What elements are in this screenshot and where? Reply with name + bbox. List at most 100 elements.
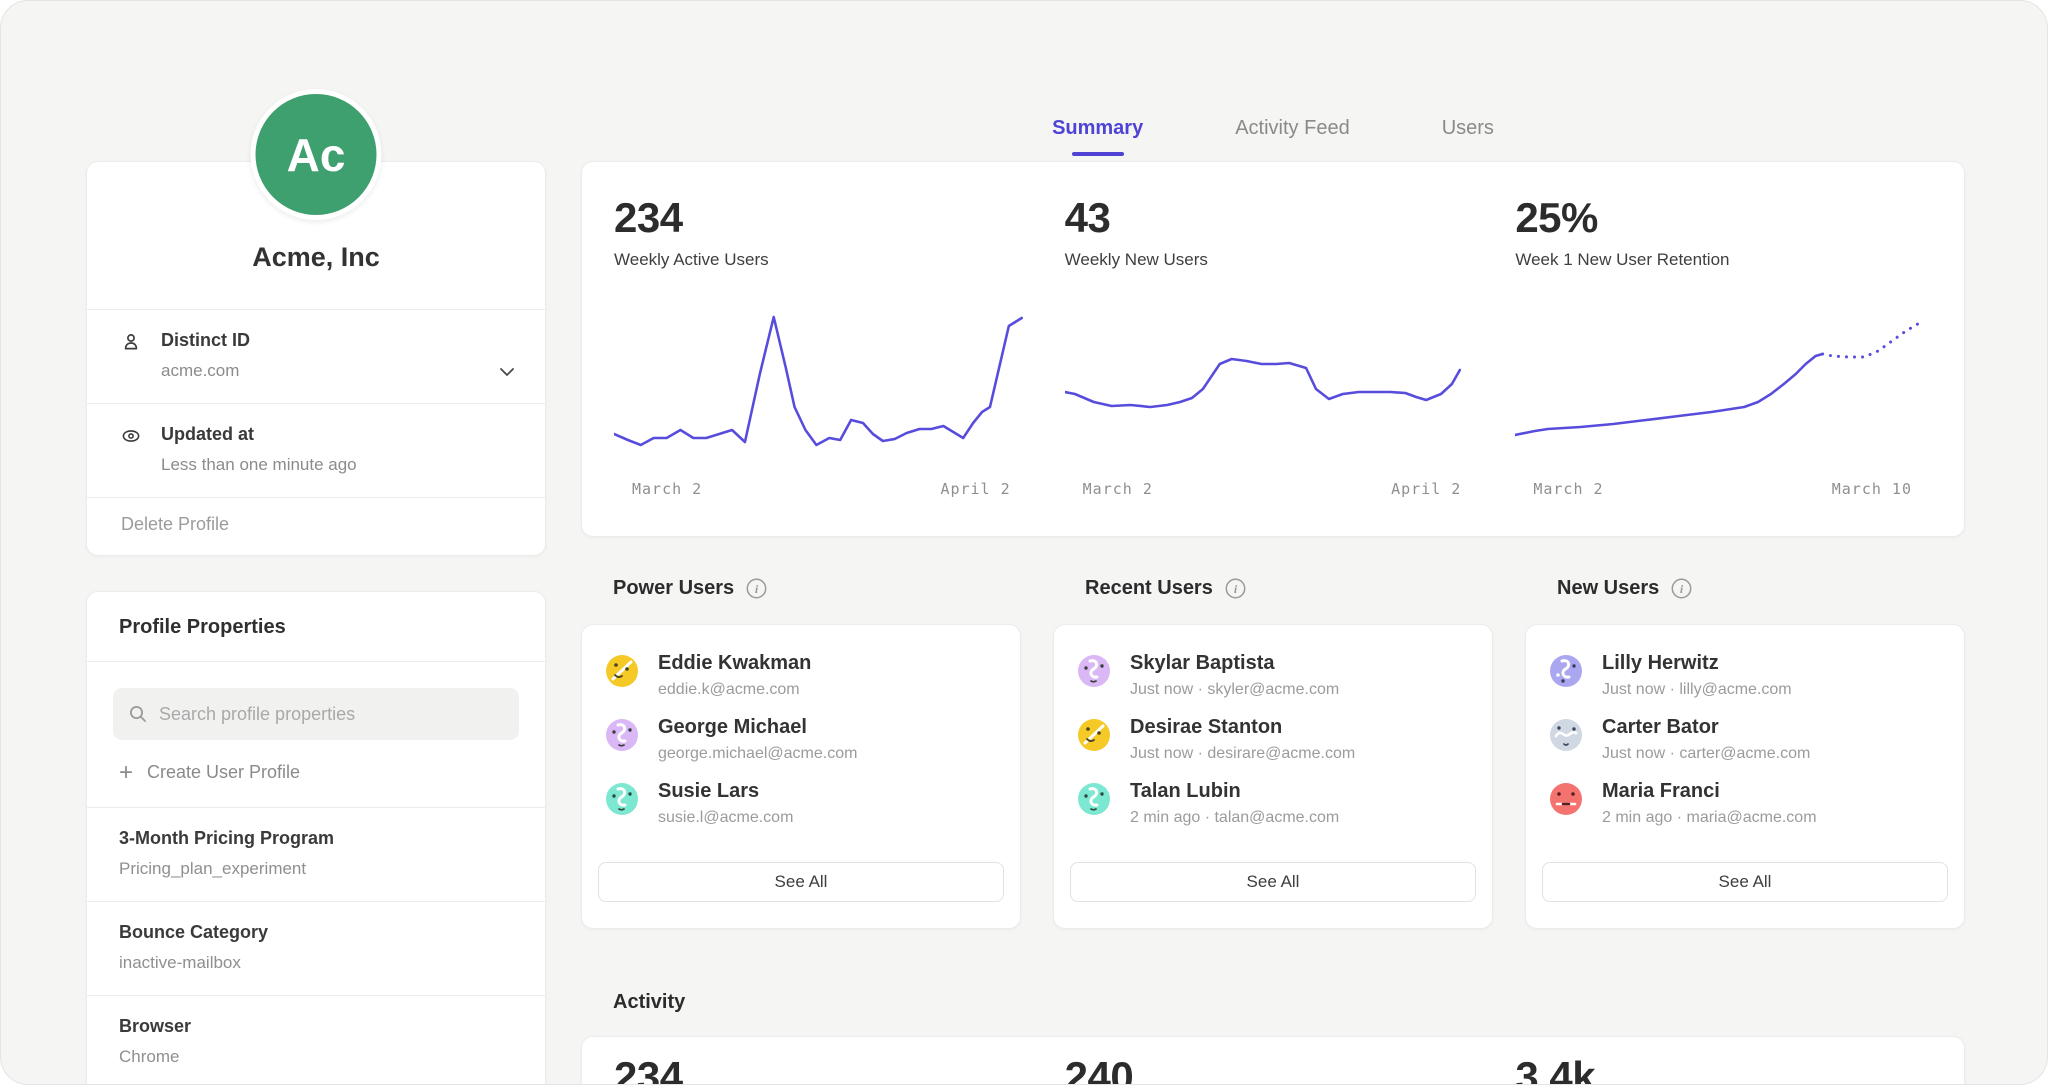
create-user-profile-label: Create User Profile: [147, 762, 301, 782]
power-users-card: Eddie Kwakman eddie.k@acme.com: [581, 624, 1021, 929]
user-avatar: [1550, 655, 1582, 687]
power-users-title: Power Users: [613, 577, 735, 599]
chevron-down-icon[interactable]: [499, 367, 515, 377]
company-avatar: Ac: [250, 89, 382, 220]
activity-stats-card: 234 240 3.4k: [581, 1036, 1965, 1085]
user-meta: Just now · skyler@acme.com: [1130, 681, 1340, 698]
property-row[interactable]: Browser Chrome: [87, 995, 545, 1084]
person-icon: [124, 334, 138, 350]
property-row[interactable]: 3-Month Pricing Program Pricing_plan_exp…: [87, 807, 545, 901]
stat-weekly-active-users: 234 Weekly Active Users March 2 April 2: [614, 194, 1031, 504]
user-avatar: [606, 719, 638, 751]
field-value: Less than one minute ago: [161, 455, 357, 474]
user-row[interactable]: Lilly Herwitz Just now · lilly@acme.com: [1550, 652, 1940, 699]
delete-profile-button[interactable]: Delete Profile: [87, 497, 545, 555]
stat-week1-retention: 25% Week 1 New User Retention March 2 Ma…: [1515, 194, 1932, 504]
see-all-button[interactable]: See All: [598, 862, 1004, 902]
stat-weekly-new-users: 43 Weekly New Users March 2 April 2: [1064, 194, 1482, 504]
user-row[interactable]: Carter Bator Just now · carter@acme.com: [1550, 716, 1940, 763]
property-value: inactive-mailbox: [119, 953, 241, 972]
weekly-active-users-chart: [614, 315, 1024, 447]
new-users-title: New Users: [1557, 577, 1660, 599]
stat-label: Weekly New Users: [1064, 250, 1208, 269]
user-avatar: [1550, 783, 1582, 815]
search-icon: [130, 706, 146, 722]
activity-stat-value: 3.4k: [1515, 1053, 1596, 1085]
stat-value: 234: [614, 194, 683, 241]
tab-summary[interactable]: Summary: [1052, 117, 1143, 154]
user-name: Talan Lubin: [1130, 780, 1241, 802]
user-avatar: [1550, 719, 1582, 751]
user-sections: Power Users i: [581, 577, 1965, 929]
user-name: Maria Franci: [1602, 780, 1720, 802]
user-meta: 2 min ago · talan@acme.com: [1130, 809, 1340, 826]
user-avatar: [606, 655, 638, 687]
user-email: susie.l@acme.com: [658, 809, 794, 826]
summary-stats-card: 234 Weekly Active Users March 2 April 2 …: [581, 161, 1965, 537]
x-axis-label-end: March 10: [1831, 480, 1912, 498]
stat-value: 43: [1064, 194, 1111, 241]
create-user-profile-button[interactable]: + Create User Profile: [119, 758, 301, 786]
user-meta: 2 min ago · maria@acme.com: [1602, 809, 1817, 826]
company-name: Acme, Inc: [252, 242, 380, 272]
user-name: Skylar Baptista: [1130, 652, 1275, 674]
flat-face-icon: [1555, 792, 1577, 806]
user-row[interactable]: Desirae Stanton Just now · desirare@acme…: [1078, 716, 1468, 763]
see-all-button[interactable]: See All: [1070, 862, 1476, 902]
power-users-section: Power Users i: [581, 577, 1021, 929]
user-row[interactable]: George Michael george.michael@acme.com: [606, 716, 996, 763]
user-name: George Michael: [658, 716, 807, 738]
info-icon[interactable]: i: [1225, 578, 1246, 599]
activity-stat-value: 234: [614, 1053, 683, 1085]
user-email: eddie.k@acme.com: [658, 681, 800, 698]
property-row[interactable]: Bounce Category inactive-mailbox: [87, 901, 545, 995]
plus-icon: +: [119, 758, 134, 786]
user-avatar: [1078, 783, 1110, 815]
info-icon[interactable]: i: [746, 578, 767, 599]
user-avatar: [606, 783, 638, 815]
user-row[interactable]: Talan Lubin 2 min ago · talan@acme.com: [1078, 780, 1468, 827]
user-row[interactable]: Susie Lars susie.l@acme.com: [606, 780, 996, 827]
see-all-button[interactable]: See All: [1542, 862, 1948, 902]
user-avatar: [1078, 655, 1110, 687]
squiggle-face-icon: [612, 787, 632, 811]
week1-retention-chart: [1515, 322, 1920, 437]
curl-face-icon: [1556, 659, 1576, 683]
property-value: Pricing_plan_experiment: [119, 859, 307, 878]
user-name: Susie Lars: [658, 780, 760, 802]
user-name: Lilly Herwitz: [1602, 652, 1719, 674]
profile-properties-title: Profile Properties: [87, 592, 545, 662]
property-name: Browser: [119, 1016, 192, 1036]
user-row[interactable]: Maria Franci 2 min ago · maria@acme.com: [1550, 780, 1940, 827]
user-meta: Just now · desirare@acme.com: [1130, 745, 1356, 762]
property-name: Bounce Category: [119, 922, 269, 942]
info-icon[interactable]: i: [1671, 578, 1692, 599]
user-row[interactable]: Skylar Baptista Just now · skyler@acme.c…: [1078, 652, 1468, 699]
x-axis-label-start: March 2: [1082, 480, 1153, 498]
squiggle-face-icon: [1084, 787, 1104, 811]
search-input[interactable]: [159, 703, 503, 725]
new-users-section: New Users i: [1525, 577, 1965, 929]
user-avatar: [1078, 719, 1110, 751]
stat-value: 25%: [1515, 194, 1598, 241]
property-value: Chrome: [119, 1047, 180, 1066]
user-email: george.michael@acme.com: [658, 745, 858, 762]
tab-users[interactable]: Users: [1441, 117, 1494, 139]
recent-users-title: Recent Users: [1085, 577, 1213, 599]
squiggle-face-icon: [612, 723, 632, 747]
field-distinct-id: Distinct ID acme.com: [87, 309, 545, 403]
user-row[interactable]: Eddie Kwakman eddie.k@acme.com: [606, 652, 996, 699]
svg-text:i: i: [755, 582, 759, 596]
company-card: Acme, Inc Distinct ID acme.com: [86, 161, 546, 556]
user-name: Carter Bator: [1602, 716, 1719, 738]
profile-properties-card: Profile Properties + Create User Profile…: [86, 591, 546, 1084]
activity-title: Activity: [613, 991, 686, 1013]
search-profile-properties[interactable]: [113, 688, 519, 740]
new-users-card: Lilly Herwitz Just now · lilly@acme.com: [1525, 624, 1965, 929]
tab-activity-feed[interactable]: Activity Feed: [1235, 117, 1350, 139]
field-label: Updated at: [161, 424, 255, 444]
x-axis-label-start: March 2: [1533, 480, 1604, 498]
activity-stat-value: 240: [1064, 1053, 1134, 1085]
field-value: acme.com: [161, 361, 240, 380]
